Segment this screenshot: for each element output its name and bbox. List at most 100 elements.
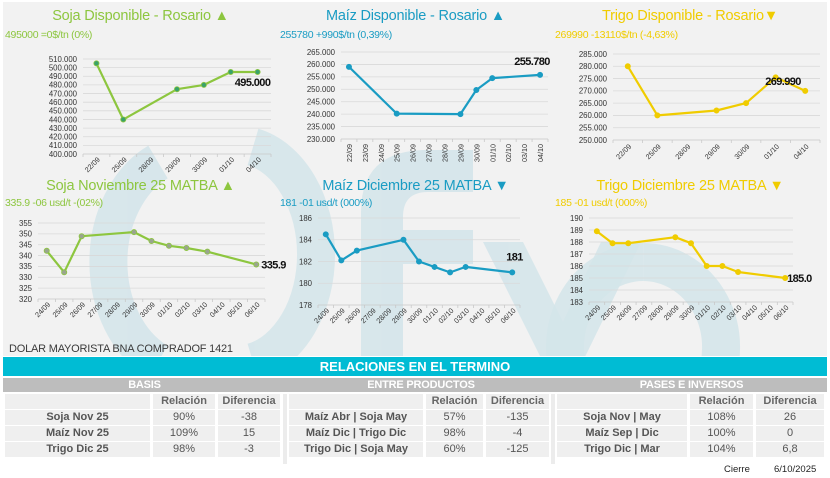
cell-relacion: 98%: [426, 426, 483, 441]
last-value-label: 181: [506, 251, 523, 263]
data-point: [400, 236, 407, 243]
x-tick-label: 28/09: [646, 303, 665, 322]
y-tick-label: 182: [299, 257, 312, 266]
data-point: [772, 74, 779, 81]
y-tick-label: 188: [570, 238, 583, 247]
chart-subtitle: 495000 =0$/tn (0%): [5, 29, 93, 41]
x-tick-label: 25/09: [599, 303, 618, 322]
cell-label: Maíz Sep | Dic: [557, 426, 687, 441]
x-tick-label: 05/10: [483, 306, 502, 325]
cell-diferencia: 15: [218, 426, 280, 441]
series-line: [626, 65, 806, 117]
x-tick-label: 23/09: [361, 144, 370, 162]
x-tick-label: 30/09: [677, 303, 696, 322]
chart-plot: 400.000410.000420.000430.000440.000450.0…: [49, 55, 272, 174]
x-tick-label: 03/10: [452, 306, 471, 325]
last-value-label: 185.0: [787, 273, 812, 285]
x-tick-label: 22/09: [614, 142, 633, 161]
cell-label: Trigo Dic | Soja May: [289, 442, 423, 457]
data-point: [447, 269, 454, 276]
y-tick-label: 480.000: [49, 81, 78, 90]
cell-label: Soja Nov | May: [557, 410, 687, 425]
data-point: [120, 116, 127, 123]
column-header-label: [289, 394, 423, 409]
cell-label: Trigo Dic 25: [5, 442, 150, 457]
x-tick-label: 25/09: [51, 300, 70, 319]
y-tick-label: 186: [299, 214, 312, 223]
cell-diferencia: -3: [218, 442, 280, 457]
y-tick-label: 270.000: [579, 87, 608, 96]
y-tick-label: 265.000: [579, 99, 608, 108]
x-tick-label: 30/09: [732, 142, 751, 161]
y-tick-label: 420.000: [49, 133, 78, 142]
chart-plot: 230.000 235.000 240.000 245.000 250.000 255.0…: [307, 48, 551, 162]
y-tick-label: 330: [19, 273, 33, 282]
x-tick-label: 03/10: [190, 300, 209, 319]
data-point: [93, 60, 100, 67]
y-tick-label: 184: [299, 236, 313, 245]
fyo-watermark-logo: [89, 128, 740, 356]
x-tick-label: 26/09: [615, 303, 634, 322]
series-line: [596, 230, 786, 280]
series-line: [348, 66, 541, 116]
chart-plot: 250.000 255.000 260.000 265.000 270.000 275.0…: [579, 50, 821, 161]
x-tick-label: 03/10: [520, 144, 529, 162]
cell-relacion: 100%: [690, 426, 753, 441]
x-tick-label: 02/10: [436, 306, 455, 325]
x-tick-label: 24/09: [312, 306, 331, 325]
data-point: [200, 81, 207, 88]
column-header-diferencia: Diferencia: [756, 394, 824, 409]
x-tick-label: 24/09: [33, 300, 52, 319]
x-tick-label: 26/09: [343, 306, 362, 325]
y-tick-label: 470.000: [49, 89, 78, 98]
x-tick-label: 28/09: [374, 306, 393, 325]
y-tick-label: 240.000: [307, 110, 336, 119]
x-tick-label: 04/10: [208, 300, 227, 319]
chart-subtitle: 255780 +990$/tn (0,39%): [280, 29, 392, 41]
x-tick-label: 24/09: [377, 144, 386, 162]
y-tick-label: 183: [570, 298, 583, 307]
cell-diferencia: -135: [486, 410, 549, 425]
x-tick-label: 05/10: [225, 300, 244, 319]
x-tick-label: 26/09: [68, 300, 87, 319]
data-point: [148, 238, 155, 245]
dolar-mayorista-label: DOLAR MAYORISTA BNA COMPRADOF 1421: [9, 343, 233, 355]
x-tick-label: 25/09: [393, 144, 402, 162]
data-point: [489, 75, 496, 82]
data-point: [165, 242, 172, 249]
watermark-right-paren: [246, 128, 335, 356]
x-tick-label: 30/09: [405, 306, 424, 325]
chart-title: Maíz Disponible - Rosario ▲: [326, 8, 505, 24]
y-tick-label: 250.000: [579, 136, 608, 145]
data-point: [625, 240, 632, 247]
y-tick-label: 440.000: [49, 115, 78, 124]
x-tick-label: 30/09: [472, 144, 481, 162]
column-header-diferencia: Diferencia: [218, 394, 280, 409]
chart-subtitle: 185 -01 usd/t (000%): [555, 197, 648, 209]
y-tick-label: 430.000: [49, 124, 78, 133]
cell-relacion: 90%: [153, 410, 215, 425]
x-tick-label: 29/09: [703, 142, 722, 161]
x-tick-label: 29/09: [120, 300, 139, 319]
y-tick-label: 325: [19, 284, 33, 293]
column-header-label: [557, 394, 687, 409]
data-point: [473, 87, 480, 94]
chart-title: Trigo Diciembre 25 MATBA ▼: [596, 178, 784, 194]
y-tick-label: 490.000: [49, 72, 78, 81]
x-tick-label: 25/09: [644, 142, 663, 161]
x-tick-label: 02/10: [173, 300, 192, 319]
x-tick-label: 03/10: [724, 303, 743, 322]
y-tick-label: 355: [19, 219, 33, 228]
y-tick-label: 260.000: [579, 111, 608, 120]
chart-maiz-disponible: Maíz Disponible - Rosario ▲ 255780 +990$…: [278, 2, 553, 172]
x-tick-label: 22/09: [345, 144, 354, 162]
chart-subtitle: 269990 -13110$/tn (-4,63%): [555, 29, 678, 41]
relaciones-banner: RELACIONES EN EL TERMINO: [3, 357, 827, 376]
chart-plot: 178 180 182 184 186 24/0925/0926/0927/0928/09…: [299, 214, 524, 325]
data-point: [719, 263, 726, 270]
chart-title: Soja Noviembre 25 MATBA ▲: [46, 178, 235, 194]
y-tick-label: 500.000: [49, 63, 78, 72]
column-header-relacion: Relación: [690, 394, 753, 409]
data-point: [173, 86, 180, 93]
chart-subtitle: 335.9 -06 usd/t -(02%): [5, 197, 103, 209]
